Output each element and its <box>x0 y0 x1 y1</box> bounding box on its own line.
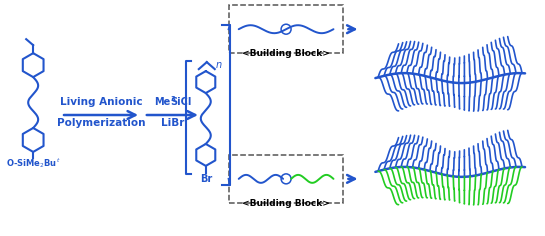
Text: Br: Br <box>199 174 212 184</box>
Text: LiBr: LiBr <box>161 118 184 128</box>
Text: O-SiMe$_2$Bu$^t$: O-SiMe$_2$Bu$^t$ <box>6 156 60 170</box>
Circle shape <box>281 24 291 34</box>
Text: SiCl: SiCl <box>171 97 192 107</box>
Text: 3: 3 <box>171 96 175 102</box>
Circle shape <box>281 174 291 184</box>
Text: <Building Block>: <Building Block> <box>242 49 330 58</box>
Bar <box>229 5 343 53</box>
Text: Me: Me <box>154 97 171 107</box>
Bar <box>229 155 343 203</box>
Text: <Building Block>: <Building Block> <box>242 199 330 208</box>
Text: Living Anionic: Living Anionic <box>60 97 142 107</box>
Text: n: n <box>216 60 222 70</box>
Text: Polymerization: Polymerization <box>57 118 146 128</box>
